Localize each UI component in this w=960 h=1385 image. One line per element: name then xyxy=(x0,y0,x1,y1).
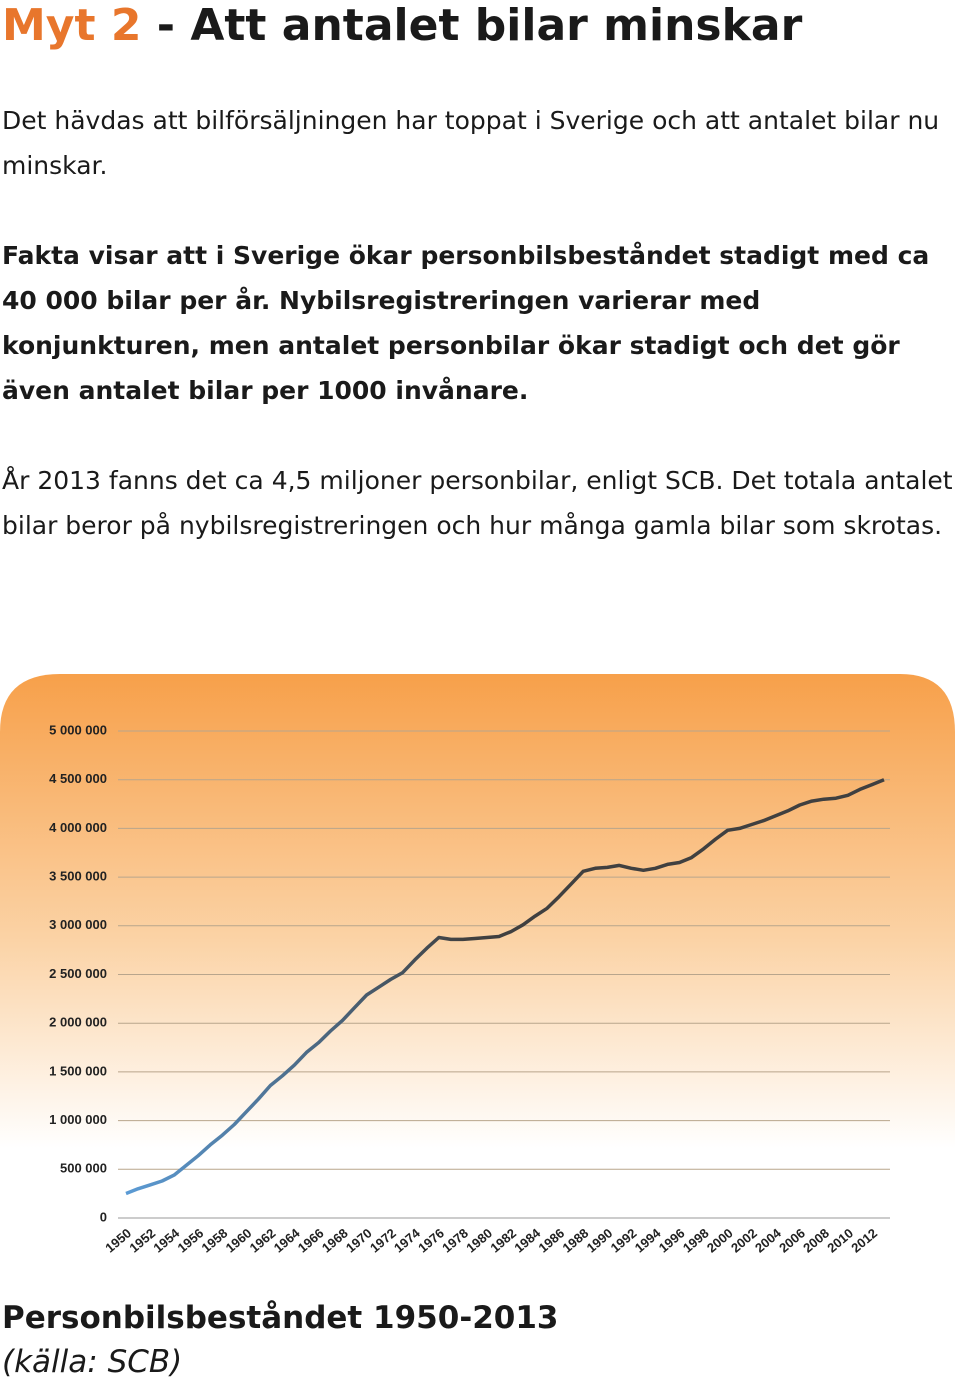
y-tick-label: 2 000 000 xyxy=(49,1015,107,1030)
chart: 0 500 000 1 000 000 1 500 000 2 000 000 2 500… xyxy=(0,674,955,1267)
data-line xyxy=(125,778,885,1196)
paragraph: Det hävdas att bilförsäljningen har topp… xyxy=(2,106,940,180)
title: Myt 2 - Att antalet bilar minskar xyxy=(2,0,957,52)
caption-title: Personbilsbeståndet 1950-2013 xyxy=(2,1300,559,1336)
y-tick-label: 5 000 000 xyxy=(49,722,107,737)
y-tick-label: 4 500 000 xyxy=(49,771,107,786)
y-tick-label: 2 500 000 xyxy=(49,966,107,981)
y-tick-label: 1 500 000 xyxy=(49,1063,107,1078)
y-tick-label: 3 500 000 xyxy=(49,869,107,884)
caption: Personbilsbeståndet 1950-2013 (källa: SC… xyxy=(2,1296,957,1384)
y-tick-label: 500 000 xyxy=(60,1161,107,1176)
y-tick-label: 1 000 000 xyxy=(49,1112,107,1127)
y-tick-label: 3 000 000 xyxy=(49,917,107,932)
title-highlight: Myt 2 xyxy=(2,0,142,51)
y-tick-label: 4 000 000 xyxy=(49,820,107,835)
paragraph: Fakta visar att i Sverige ökar personbil… xyxy=(2,241,930,405)
chart-background xyxy=(0,674,955,1267)
paragraph: År 2013 fanns det ca 4,5 miljoner person… xyxy=(2,466,953,540)
caption-source: (källa: SCB) xyxy=(2,1344,183,1380)
title-rest: - Att antalet bilar minskar xyxy=(156,0,803,51)
y-tick-label: 0 xyxy=(100,1209,107,1224)
